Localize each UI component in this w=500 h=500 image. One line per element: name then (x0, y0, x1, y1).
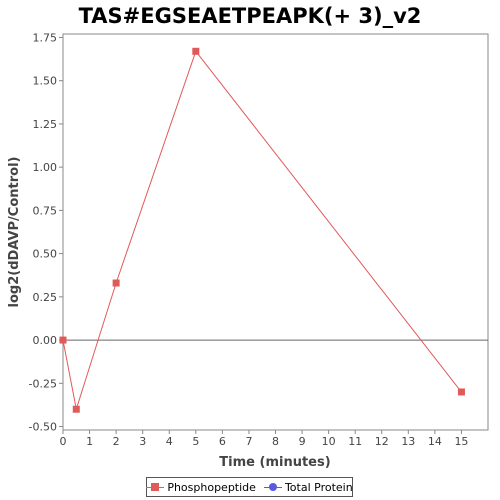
y-tick-label: 0.75 (33, 204, 58, 217)
x-tick-label: 4 (166, 435, 173, 448)
legend-label-total-protein: Total Protein (284, 480, 353, 494)
x-tick-label: 6 (219, 435, 226, 448)
y-tick-label: 0.00 (33, 334, 58, 347)
y-axis-ticks: -0.50 -0.25 0.00 0.25 0.50 0.75 1.00 1.25 1.50 1.… (29, 31, 63, 434)
legend: Phosphopeptide Total Protein (146, 477, 353, 497)
series-layer (59, 47, 465, 413)
y-tick-label: 0.25 (33, 291, 58, 304)
x-tick-label: 14 (428, 435, 442, 448)
data-point (72, 405, 80, 413)
y-tick-label: 1.00 (33, 161, 58, 174)
x-tick-label: 12 (375, 435, 389, 448)
data-point (112, 279, 120, 287)
y-axis-title: log2(dDAVP/Control) (7, 157, 22, 308)
x-tick-label: 15 (454, 435, 468, 448)
legend-swatch-total-protein (263, 482, 282, 492)
x-tick-label: 11 (348, 435, 362, 448)
x-tick-label: 1 (86, 435, 93, 448)
y-tick-label: -0.50 (29, 421, 57, 434)
chart-title: TAS#EGSEAETPEAPK(+ 3)_v2 (78, 4, 422, 28)
x-tick-label: 2 (113, 435, 120, 448)
x-tick-label: 0 (60, 435, 67, 448)
x-tick-label: 3 (139, 435, 146, 448)
data-point (192, 47, 200, 55)
data-point (457, 388, 465, 396)
x-tick-label: 8 (272, 435, 279, 448)
legend-item-phosphopeptide: Phosphopeptide (146, 481, 256, 494)
y-tick-label: 1.75 (33, 31, 58, 44)
y-tick-label: 0.50 (33, 248, 58, 261)
x-tick-label: 5 (192, 435, 199, 448)
x-axis-ticks: 0 1 2 3 4 5 6 7 8 9 10 11 12 13 14 15 (60, 430, 468, 448)
legend-swatch-phosphopeptide (146, 482, 165, 492)
x-axis-title: Time (minutes) (219, 455, 330, 470)
plot-area (62, 33, 489, 431)
y-tick-label: 1.50 (33, 75, 58, 88)
x-tick-label: 9 (299, 435, 306, 448)
data-point (59, 336, 67, 344)
x-tick-label: 10 (322, 435, 336, 448)
y-tick-label: 1.25 (33, 118, 58, 131)
legend-item-total-protein: Total Protein (263, 480, 353, 494)
x-tick-label: 13 (401, 435, 415, 448)
legend-label-phosphopeptide: Phosphopeptide (167, 480, 256, 494)
y-tick-label: -0.25 (29, 377, 57, 390)
x-tick-label: 7 (245, 435, 252, 448)
